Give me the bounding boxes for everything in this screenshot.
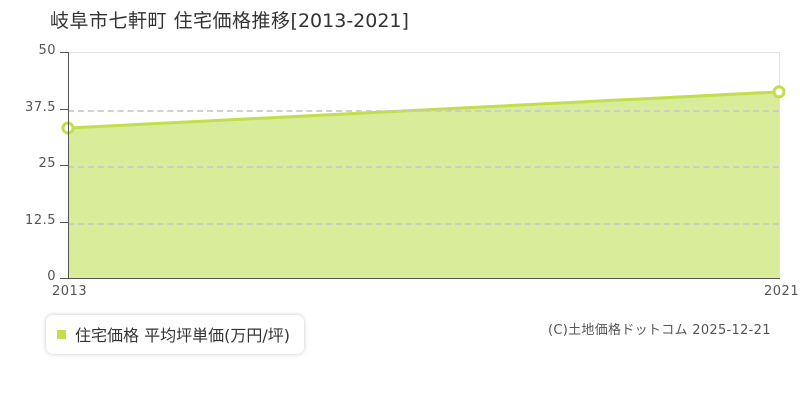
y-axis-tick-label-25: 25 xyxy=(38,156,56,171)
series-fill-polygon xyxy=(68,91,779,279)
y-axis-tick-label-37.5: 37.5 xyxy=(25,99,56,115)
y-axis-tick-label-12.5: 12.5 xyxy=(25,212,56,228)
y-axis-tick-label-0: 0 xyxy=(47,269,56,284)
y-axis-tick-label-50: 50 xyxy=(38,43,56,58)
x-axis-tick-label-2021: 2021 xyxy=(764,284,800,299)
gridline-y-25 xyxy=(68,166,779,168)
plot-inner xyxy=(61,53,786,279)
chart-title-main: 岐阜市七軒町 住宅価格推移 xyxy=(50,10,291,32)
y-axis-tick-mark-0 xyxy=(60,278,69,279)
y-axis-tick-mark-37.5 xyxy=(60,108,69,110)
gridline-y-12.5 xyxy=(68,222,779,225)
chart-title-range: [2013-2021] xyxy=(290,10,409,32)
y-axis-tick-mark-25 xyxy=(60,165,69,166)
x-axis-line xyxy=(68,278,780,279)
y-axis-tick-mark-12.5 xyxy=(60,221,69,223)
chart-title: 岐阜市七軒町 住宅価格推移[2013-2021] xyxy=(50,6,409,33)
data-point-marker-2021[interactable] xyxy=(772,85,786,99)
legend-item-label: 住宅価格 平均坪単価(万円/坪) xyxy=(75,326,290,345)
chart-legend[interactable]: 住宅価格 平均坪単価(万円/坪) xyxy=(46,315,304,354)
y-axis-tick-mark-50 xyxy=(60,52,69,53)
gridline-y-37.5 xyxy=(68,109,779,112)
x-axis-tick-label-2013: 2013 xyxy=(52,284,88,299)
plot-area xyxy=(61,52,786,279)
copyright-credit: (C)土地価格ドットコム 2025-12-21 xyxy=(548,323,771,338)
legend-color-swatch-icon xyxy=(57,329,66,339)
